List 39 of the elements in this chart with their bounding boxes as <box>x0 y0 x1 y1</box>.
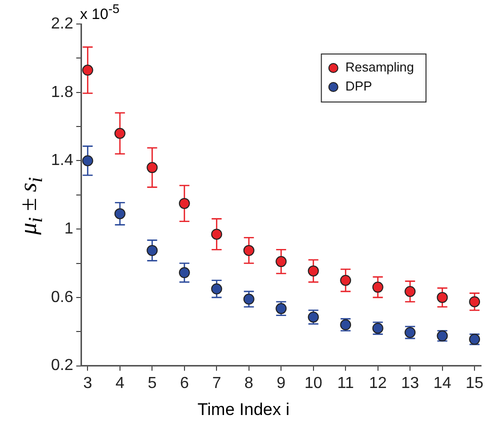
x-tick-label: 15 <box>466 374 484 392</box>
text: x 10$^{-5}$ <box>80 2 120 23</box>
point <box>436 292 448 303</box>
point <box>372 282 384 293</box>
point <box>243 244 254 256</box>
legend-label: DPP <box>345 78 372 94</box>
legend-label: Resampling <box>345 60 414 75</box>
point <box>146 162 158 174</box>
y-tick-label: 1.8 <box>50 84 74 101</box>
y-tick-label: 2.2 <box>50 15 74 32</box>
x-tick-label: 9 <box>276 374 286 392</box>
point <box>276 256 287 268</box>
point <box>178 267 190 278</box>
x-tick-label: 3 <box>83 374 92 392</box>
point <box>178 198 190 209</box>
point <box>146 244 158 256</box>
y-tick-label: 0.6 <box>50 288 74 306</box>
point <box>308 265 319 276</box>
point <box>469 296 480 308</box>
x-tick-label: 14 <box>433 374 452 392</box>
point <box>114 208 126 220</box>
y-tick-label: 1.4 <box>50 152 74 170</box>
point <box>114 128 126 139</box>
x-tick-label: 7 <box>212 374 222 392</box>
x-tick-label: 4 <box>115 374 124 392</box>
x-tick-label: 10 <box>304 374 322 392</box>
point <box>340 274 352 286</box>
point <box>404 286 416 297</box>
x-tick-label: 8 <box>244 374 254 392</box>
point <box>211 228 222 240</box>
x-axis-title: Time Index i <box>196 400 290 420</box>
x-tick-label: 12 <box>368 374 387 392</box>
x-tick-label: 11 <box>337 374 354 392</box>
y-tick-label: 1 <box>64 220 74 238</box>
point <box>211 283 222 294</box>
y-tick-label: 0.2 <box>50 357 74 374</box>
x-tick-label: 13 <box>401 374 420 392</box>
x-tick-label: 6 <box>180 374 189 392</box>
x-tick-label: 5 <box>148 374 157 392</box>
